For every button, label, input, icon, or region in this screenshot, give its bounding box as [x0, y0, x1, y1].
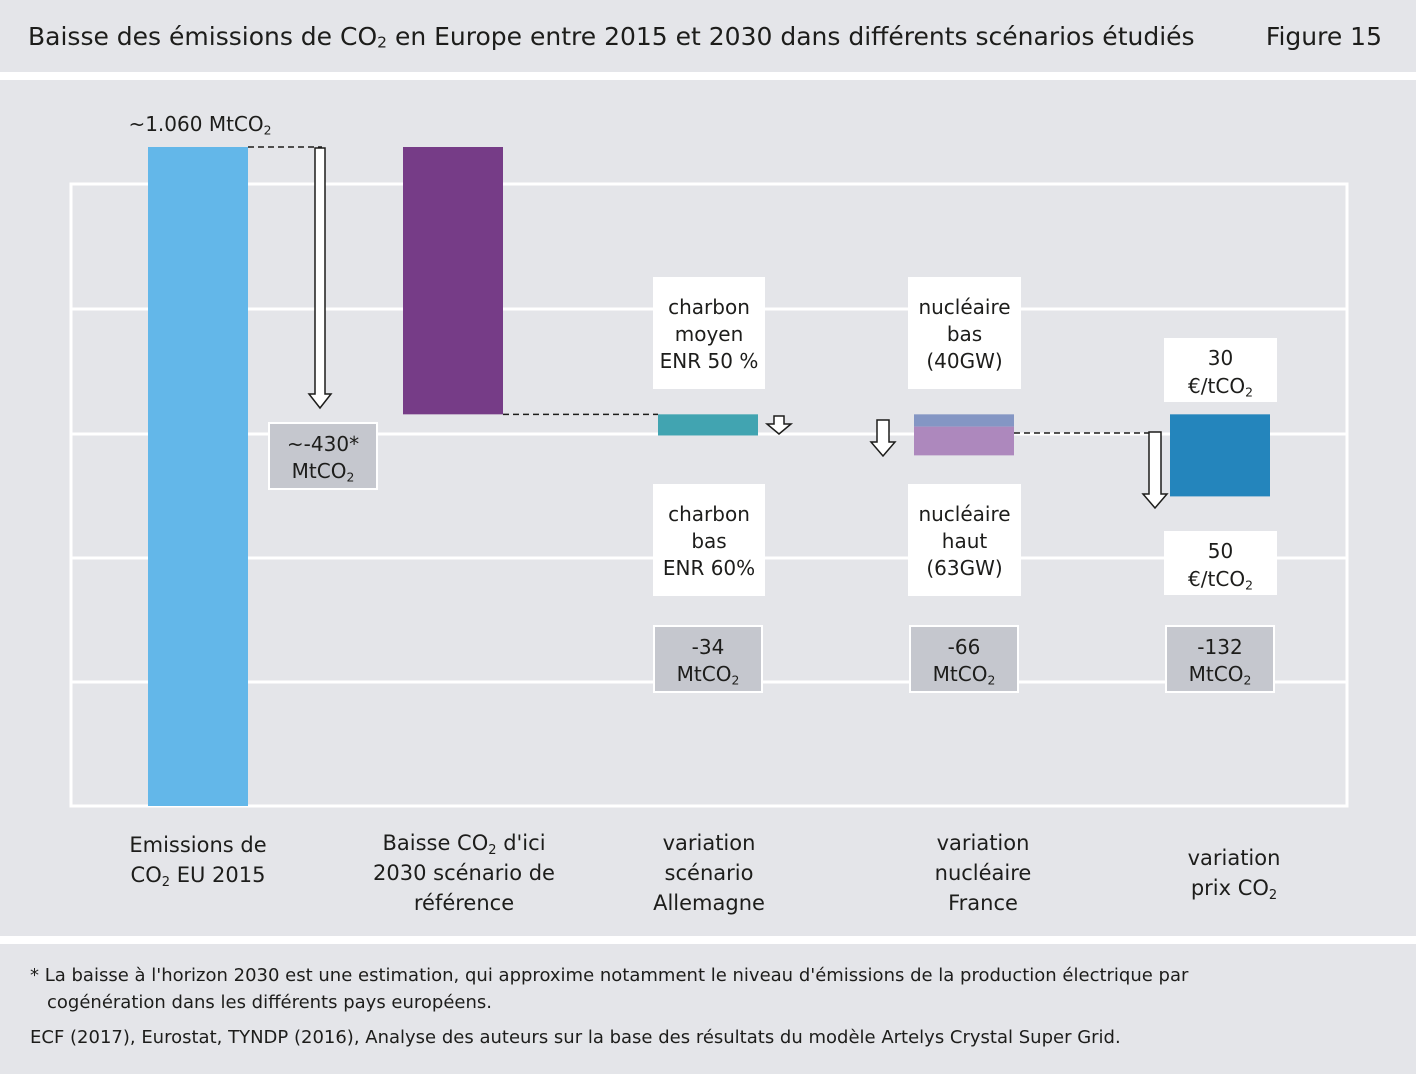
- x-tick-label: prix CO2: [1191, 876, 1277, 903]
- footnote-line-1: * La baisse à l'horizon 2030 est une est…: [30, 965, 1189, 986]
- x-tick-label: Emissions de: [129, 833, 266, 857]
- scenario-nucleaire-bas-line: (40GW): [926, 349, 1002, 373]
- x-tick-label: référence: [414, 891, 514, 915]
- scenario-prix-30-box: [1164, 338, 1277, 402]
- delta-value: -34: [692, 635, 725, 659]
- bar-5: [1170, 414, 1270, 497]
- delta-unit: MtCO2: [292, 459, 355, 485]
- scenario-nucleaire-bas-line: nucléaire: [918, 295, 1010, 319]
- delta-value: -66: [948, 635, 981, 659]
- scenario-prix-50-box: [1164, 531, 1277, 595]
- chart-title: Baisse des émissions de CO2 en Europe en…: [28, 22, 1195, 52]
- down-arrow-icon: [307, 147, 333, 410]
- footnote-line-2: cogénération dans les différents pays eu…: [47, 992, 492, 1013]
- delta-unit: MtCO2: [933, 662, 996, 688]
- x-tick-label: variation: [663, 831, 756, 855]
- down-arrow-icon: [1141, 431, 1169, 510]
- scenario-prix-50-line: 50: [1208, 539, 1233, 563]
- scenario-charbon-moyen-box: [653, 277, 765, 389]
- scenario-charbon-bas-line: bas: [691, 529, 726, 553]
- bar-4-lower: [914, 426, 1014, 456]
- scenario-charbon-bas-box: [653, 484, 765, 596]
- delta-box-4: [1165, 625, 1275, 693]
- delta-box-2: [653, 625, 763, 693]
- scenario-prix-30-line: 30: [1208, 346, 1233, 370]
- footer: * La baisse à l'horizon 2030 est une est…: [0, 944, 1416, 1074]
- x-tick-label: CO2 EU 2015: [131, 863, 266, 890]
- scenario-charbon-moyen-line: charbon: [668, 295, 750, 319]
- x-tick-label: nucléaire: [935, 861, 1032, 885]
- down-arrow-icon: [869, 419, 897, 458]
- total-value-label: ~1.060 MtCO2: [128, 112, 271, 138]
- scenario-prix-50-line: €/tCO2: [1188, 567, 1253, 593]
- scenario-prix-30-line: €/tCO2: [1188, 374, 1253, 400]
- header-band: Baisse des émissions de CO2 en Europe en…: [0, 0, 1416, 72]
- delta-value: -132: [1197, 635, 1242, 659]
- scenario-nucleaire-bas-line: bas: [947, 322, 982, 346]
- waterfall-chart: ~1.060 MtCO2 ~-430* MtCO2 -34 MtCO2 -66 MtCO2 -…: [69, 112, 1349, 915]
- plot-frame: [69, 182, 1349, 808]
- bar-2: [403, 147, 503, 415]
- bar-1: [148, 147, 248, 806]
- scenario-nucleaire-haut-line: haut: [942, 529, 988, 553]
- scenario-charbon-bas-line: ENR 60%: [663, 556, 755, 580]
- delta-box-1: [268, 422, 378, 490]
- scenario-charbon-moyen-line: moyen: [675, 322, 744, 346]
- x-tick-label: 2030 scénario de: [373, 861, 555, 885]
- chart-panel: ~1.060 MtCO2 ~-430* MtCO2 -34 MtCO2 -66 MtCO2 -…: [0, 80, 1416, 936]
- source-line: ECF (2017), Eurostat, TYNDP (2016), Anal…: [30, 1027, 1121, 1048]
- delta-unit: MtCO2: [1189, 662, 1252, 688]
- delta-value: ~-430*: [287, 432, 359, 456]
- x-tick-label: variation: [937, 831, 1030, 855]
- scenario-nucleaire-haut-line: nucléaire: [918, 502, 1010, 526]
- scenario-charbon-moyen-line: ENR 50 %: [660, 349, 759, 373]
- x-tick-label: scénario: [665, 861, 754, 885]
- figure-label: Figure 15: [1265, 22, 1382, 51]
- bar-3: [658, 414, 758, 436]
- delta-unit: MtCO2: [677, 662, 740, 688]
- bar-4-upper: [914, 414, 1014, 427]
- down-arrow-icon: [764, 415, 794, 435]
- x-tick-label: France: [948, 891, 1018, 915]
- scenario-nucleaire-bas-box: [908, 277, 1021, 389]
- x-tick-label: Allemagne: [653, 891, 765, 915]
- scenario-nucleaire-haut-box: [908, 484, 1021, 596]
- scenario-nucleaire-haut-line: (63GW): [926, 556, 1002, 580]
- x-tick-label: Baisse CO2 d'ici: [382, 831, 545, 858]
- x-tick-label: variation: [1188, 846, 1281, 870]
- delta-box-3: [909, 625, 1019, 693]
- scenario-charbon-bas-line: charbon: [668, 502, 750, 526]
